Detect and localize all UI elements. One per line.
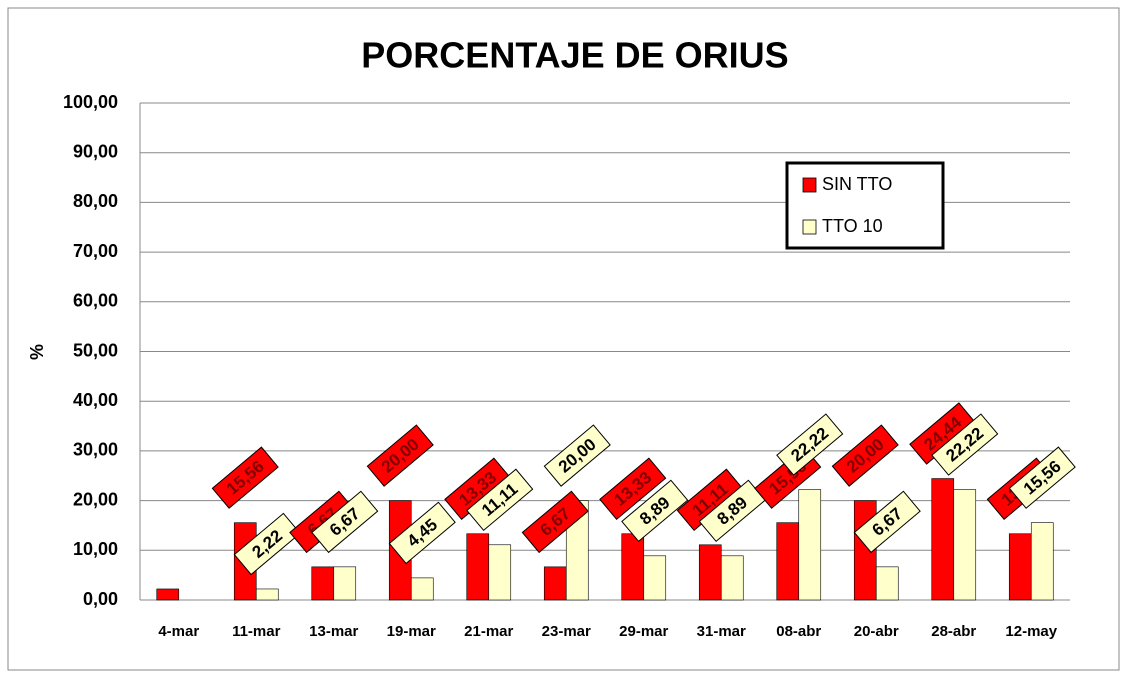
y-tick-label: 20,00	[73, 489, 118, 509]
y-tick-label: 10,00	[73, 539, 118, 559]
bar	[1030, 522, 1054, 601]
x-tick-label: 4-mar	[158, 623, 199, 640]
data-label-box	[388, 501, 456, 565]
bar	[953, 489, 977, 601]
data-label-box	[521, 490, 589, 554]
data-label-box	[853, 490, 921, 554]
data-label: 15,56	[1008, 446, 1076, 509]
x-tick-label: 08-abr	[776, 623, 821, 640]
bar	[643, 555, 667, 601]
x-tick-label: 12-may	[1005, 623, 1057, 640]
bar	[798, 489, 822, 601]
y-axis-label: %	[27, 344, 47, 360]
bar	[720, 555, 744, 601]
data-label-box	[466, 468, 534, 532]
x-tick-label: 19-mar	[387, 623, 436, 640]
y-tick-label: 40,00	[73, 390, 118, 410]
data-label-box	[543, 424, 611, 487]
data-label: 6,67	[521, 490, 589, 554]
x-tick-label: 13-mar	[309, 623, 358, 640]
x-tick-label: 29-mar	[619, 623, 668, 640]
y-tick-label: 50,00	[73, 340, 118, 360]
bar	[776, 522, 800, 601]
data-label-box	[931, 413, 999, 476]
bar	[875, 566, 899, 601]
bar	[466, 533, 490, 601]
bar	[543, 566, 567, 601]
data-label-box	[599, 457, 667, 520]
legend: SIN TTO TTO 10	[785, 161, 945, 250]
data-label-box	[776, 413, 844, 476]
data-label-box	[621, 479, 689, 543]
bar	[311, 566, 335, 601]
x-tick-label: 11-mar	[232, 623, 281, 640]
x-tick-label: 20-abr	[854, 623, 899, 640]
bar	[333, 566, 357, 601]
data-label-box	[211, 446, 279, 509]
legend-label: TTO 10	[822, 216, 883, 236]
legend-label: SIN TTO	[822, 174, 892, 194]
x-tick-label: 31-mar	[697, 623, 746, 640]
bar	[621, 533, 645, 601]
legend-swatch	[802, 177, 817, 193]
y-tick-label: 30,00	[73, 440, 118, 460]
chart-title: PORCENTAJE DE ORIUS	[361, 35, 788, 76]
data-label-box	[366, 424, 434, 487]
y-tick-label: 90,00	[73, 141, 118, 161]
legend-swatch	[802, 219, 817, 235]
x-tick-label: 28-abr	[931, 623, 976, 640]
bar	[1008, 533, 1032, 601]
y-tick-label: 100,00	[63, 92, 118, 112]
bar	[410, 577, 434, 601]
data-label-box	[233, 512, 301, 576]
data-label-box	[1008, 446, 1076, 509]
bar	[931, 478, 955, 601]
y-tick-label: 0,00	[83, 589, 118, 609]
y-tick-label: 70,00	[73, 241, 118, 261]
y-tick-label: 80,00	[73, 191, 118, 211]
bar	[156, 588, 180, 601]
bar	[698, 544, 722, 601]
data-label-box	[311, 490, 379, 554]
data-label-box	[831, 424, 899, 487]
x-tick-label: 21-mar	[464, 623, 513, 640]
bar	[255, 588, 279, 601]
y-tick-label: 60,00	[73, 291, 118, 311]
x-tick-label: 23-mar	[542, 623, 591, 640]
bar	[488, 544, 512, 601]
